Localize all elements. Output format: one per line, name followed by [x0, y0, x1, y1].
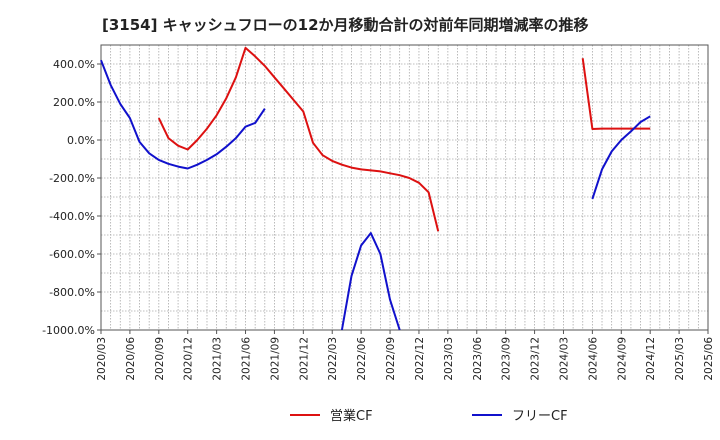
x-tick-label: 2024/09 — [616, 337, 628, 381]
x-tick-label: 2023/03 — [443, 337, 455, 381]
series-free-cf — [100, 59, 651, 331]
x-tick-label: 2022/03 — [327, 337, 339, 381]
x-tick-label: 2025/06 — [703, 337, 715, 381]
x-axis: 2020/03 2020/06 2020/09 2020/12 2021/03 2021/… — [96, 330, 715, 381]
grid — [101, 45, 708, 330]
x-tick-label: 2023/12 — [530, 337, 542, 381]
chart-title: [3154] キャッシュフローの12か月移動合計の対前年同期増減率の推移 — [102, 16, 589, 34]
x-tick-label: 2022/09 — [385, 337, 397, 381]
x-tick-label: 2024/06 — [587, 337, 599, 381]
x-tick-label: 2022/12 — [414, 337, 426, 381]
series-operating-cf — [157, 46, 651, 232]
x-tick-label: 2020/03 — [96, 337, 108, 381]
y-tick-label: 0.0% — [67, 134, 95, 147]
series-line — [581, 58, 651, 130]
x-tick-label: 2024/03 — [558, 337, 570, 381]
y-tick-label: -200.0% — [49, 172, 95, 185]
y-tick-label: -1000.0% — [42, 324, 95, 337]
x-tick-label: 2021/03 — [212, 337, 224, 381]
legend: 営業CF フリーCF — [290, 408, 568, 424]
plot-area — [100, 44, 709, 331]
x-tick-label: 2020/12 — [183, 337, 195, 381]
x-tick-label: 2024/12 — [645, 337, 657, 381]
x-tick-label: 2025/03 — [674, 337, 686, 381]
y-tick-label: -800.0% — [49, 286, 95, 299]
series-line — [157, 46, 440, 232]
y-tick-label: 400.0% — [53, 58, 95, 71]
x-tick-label: 2023/09 — [501, 337, 513, 381]
y-tick-label: -400.0% — [49, 210, 95, 223]
x-tick-label: 2021/12 — [298, 337, 310, 381]
x-tick-label: 2021/09 — [269, 337, 281, 381]
y-tick-label: 200.0% — [53, 96, 95, 109]
x-tick-label: 2023/06 — [472, 337, 484, 381]
series — [100, 46, 651, 331]
series-line — [591, 115, 651, 200]
y-axis: 400.0% 200.0% 0.0% -200.0% -400.0% -600.0% -80… — [42, 58, 101, 337]
legend-label: フリーCF — [512, 409, 568, 424]
x-tick-label: 2022/06 — [356, 337, 368, 381]
legend-label: 営業CF — [330, 408, 373, 424]
y-tick-label: -600.0% — [49, 248, 95, 261]
series-line — [100, 59, 266, 170]
series-line — [340, 232, 401, 331]
x-tick-label: 2020/09 — [154, 337, 166, 381]
x-tick-label: 2021/06 — [241, 337, 253, 381]
x-tick-label: 2020/06 — [125, 337, 137, 381]
